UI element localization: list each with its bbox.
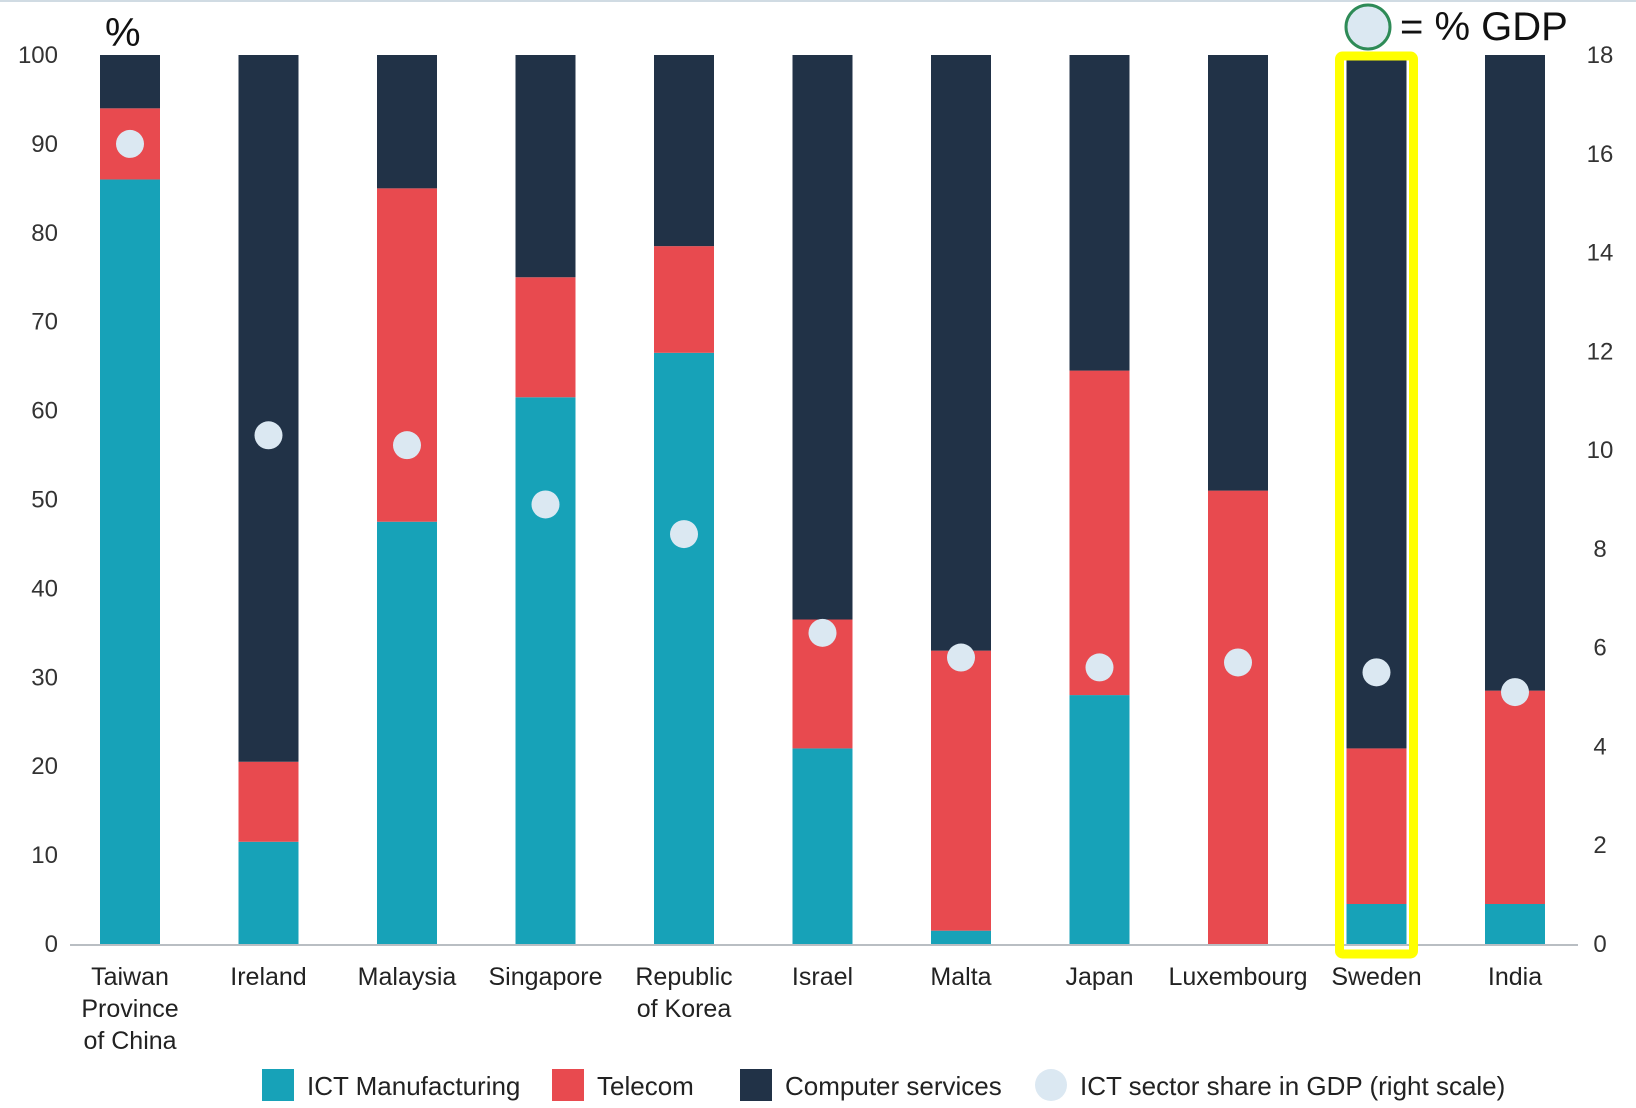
bar-segment-telecom [1069, 370, 1130, 696]
legend-label: Computer services [785, 1071, 1002, 1101]
gdp-share-dot [393, 431, 421, 460]
legend-swatch [552, 1069, 584, 1101]
legend-swatch [262, 1069, 294, 1101]
legend-swatch [1035, 1069, 1067, 1101]
bar-segment-telecom [1208, 490, 1268, 944]
bar-segment-telecom [931, 650, 991, 931]
bar-segment-ict-manufacturing [931, 930, 991, 944]
bar-segment-computer-services [792, 55, 853, 620]
right-y-tick-label: 18 [1587, 42, 1614, 69]
bar-segment-computer-services [1346, 55, 1407, 749]
gdp-share-dot [1362, 658, 1391, 687]
bar-segment-computer-services [100, 55, 160, 109]
bar-segment-ict-manufacturing [377, 521, 437, 944]
right-y-tick-label: 6 [1593, 635, 1606, 662]
left-y-tick-label: 20 [31, 753, 58, 780]
category-label: Ireland [230, 963, 306, 991]
gdp-share-dot [116, 129, 144, 158]
left-y-tick-label: 90 [31, 131, 58, 158]
left-y-tick-label: 100 [18, 42, 58, 69]
gdp-share-dot [1501, 678, 1529, 707]
bar-segment-computer-services [931, 55, 991, 651]
left-y-tick-label: 80 [31, 220, 58, 247]
category-label: of China [83, 1027, 176, 1055]
legend-label: ICT sector share in GDP (right scale) [1080, 1071, 1505, 1101]
left-y-tick-label: 10 [31, 842, 58, 869]
category-label: Malaysia [358, 963, 457, 991]
category-label: of Korea [637, 995, 732, 1023]
category-label: Singapore [489, 963, 603, 991]
left-y-tick-label: 40 [31, 575, 58, 602]
right-y-tick-label: 12 [1587, 338, 1614, 365]
bar-segment-telecom [238, 761, 299, 842]
left-y-tick-label: 0 [45, 931, 58, 958]
category-label: Malta [930, 963, 991, 991]
bar-segment-computer-services [1485, 55, 1545, 691]
left-axis-unit: % [105, 11, 141, 55]
bar-segment-telecom [1485, 690, 1545, 904]
annotation-label: = % GDP [1400, 5, 1568, 49]
bar-segment-ict-manufacturing [654, 352, 714, 944]
gdp-annotation: = % GDP [1344, 3, 1568, 51]
bar-segment-computer-services [1069, 55, 1130, 371]
annotation-marker [1344, 3, 1392, 51]
bar-segment-computer-services [238, 55, 299, 762]
bar-segment-computer-services [515, 55, 576, 278]
left-y-tick-label: 70 [31, 309, 58, 336]
category-label: Japan [1065, 963, 1133, 991]
category-label: Republic [635, 963, 732, 991]
gdp-share-dot [1224, 648, 1252, 677]
right-y-tick-label: 16 [1587, 141, 1614, 168]
axes-group: 0 10 20 30 40 50 60 70 80 90 100 0 2 4 6 8 10 12 14 16 18 [0, 0, 1636, 958]
bar-segment-ict-manufacturing [1485, 903, 1545, 944]
right-y-tick-label: 8 [1593, 536, 1606, 563]
bar-segment-ict-manufacturing [1346, 903, 1407, 944]
bar-segment-ict-manufacturing [100, 179, 160, 944]
gdp-share-dot [947, 643, 975, 672]
gdp-share-dot [254, 421, 283, 450]
highlight-box [1335, 51, 1418, 959]
category-label: India [1488, 963, 1542, 991]
bar-segment-telecom [1346, 748, 1407, 904]
category-label: Taiwan [91, 963, 169, 991]
highlight-group [1335, 51, 1418, 959]
gdp-share-dot [808, 618, 837, 647]
legend-label: ICT Manufacturing [307, 1071, 520, 1101]
bar-segment-telecom [654, 246, 714, 353]
left-y-tick-label: 50 [31, 487, 58, 514]
bar-segment-telecom [515, 277, 576, 398]
legend-label: Telecom [597, 1071, 694, 1101]
category-label: Israel [792, 963, 853, 991]
legend: ICT Manufacturing Telecom Computer service… [262, 1069, 1505, 1101]
left-y-tick-label: 30 [31, 664, 58, 691]
legend-swatch [740, 1069, 772, 1101]
bar-segment-computer-services [654, 55, 714, 247]
gdp-share-dot [1085, 653, 1114, 682]
gdp-share-dot [531, 490, 560, 519]
bar-segment-ict-manufacturing [238, 841, 299, 944]
right-y-tick-label: 2 [1593, 832, 1606, 859]
right-y-tick-label: 0 [1593, 931, 1606, 958]
bar-segment-telecom [377, 188, 437, 522]
bar-segment-ict-manufacturing [1069, 695, 1130, 944]
bar-segment-computer-services [377, 55, 437, 189]
bars-group [100, 55, 1545, 944]
category-labels-group: Taiwan Province of China Ireland Malaysia Sin… [81, 963, 1542, 1055]
bar-segment-ict-manufacturing [515, 397, 576, 944]
gdp-dots-group [116, 129, 1529, 707]
category-label: Luxembourg [1169, 963, 1308, 991]
gdp-share-dot [670, 520, 698, 549]
bar-segment-computer-services [1208, 55, 1268, 491]
left-y-tick-label: 60 [31, 398, 58, 425]
category-label: Province [81, 995, 178, 1023]
right-y-tick-label: 4 [1593, 733, 1606, 760]
category-label: Sweden [1331, 963, 1421, 991]
bar-segment-ict-manufacturing [792, 748, 853, 944]
right-y-tick-label: 14 [1587, 240, 1614, 267]
right-y-tick-label: 10 [1587, 437, 1614, 464]
